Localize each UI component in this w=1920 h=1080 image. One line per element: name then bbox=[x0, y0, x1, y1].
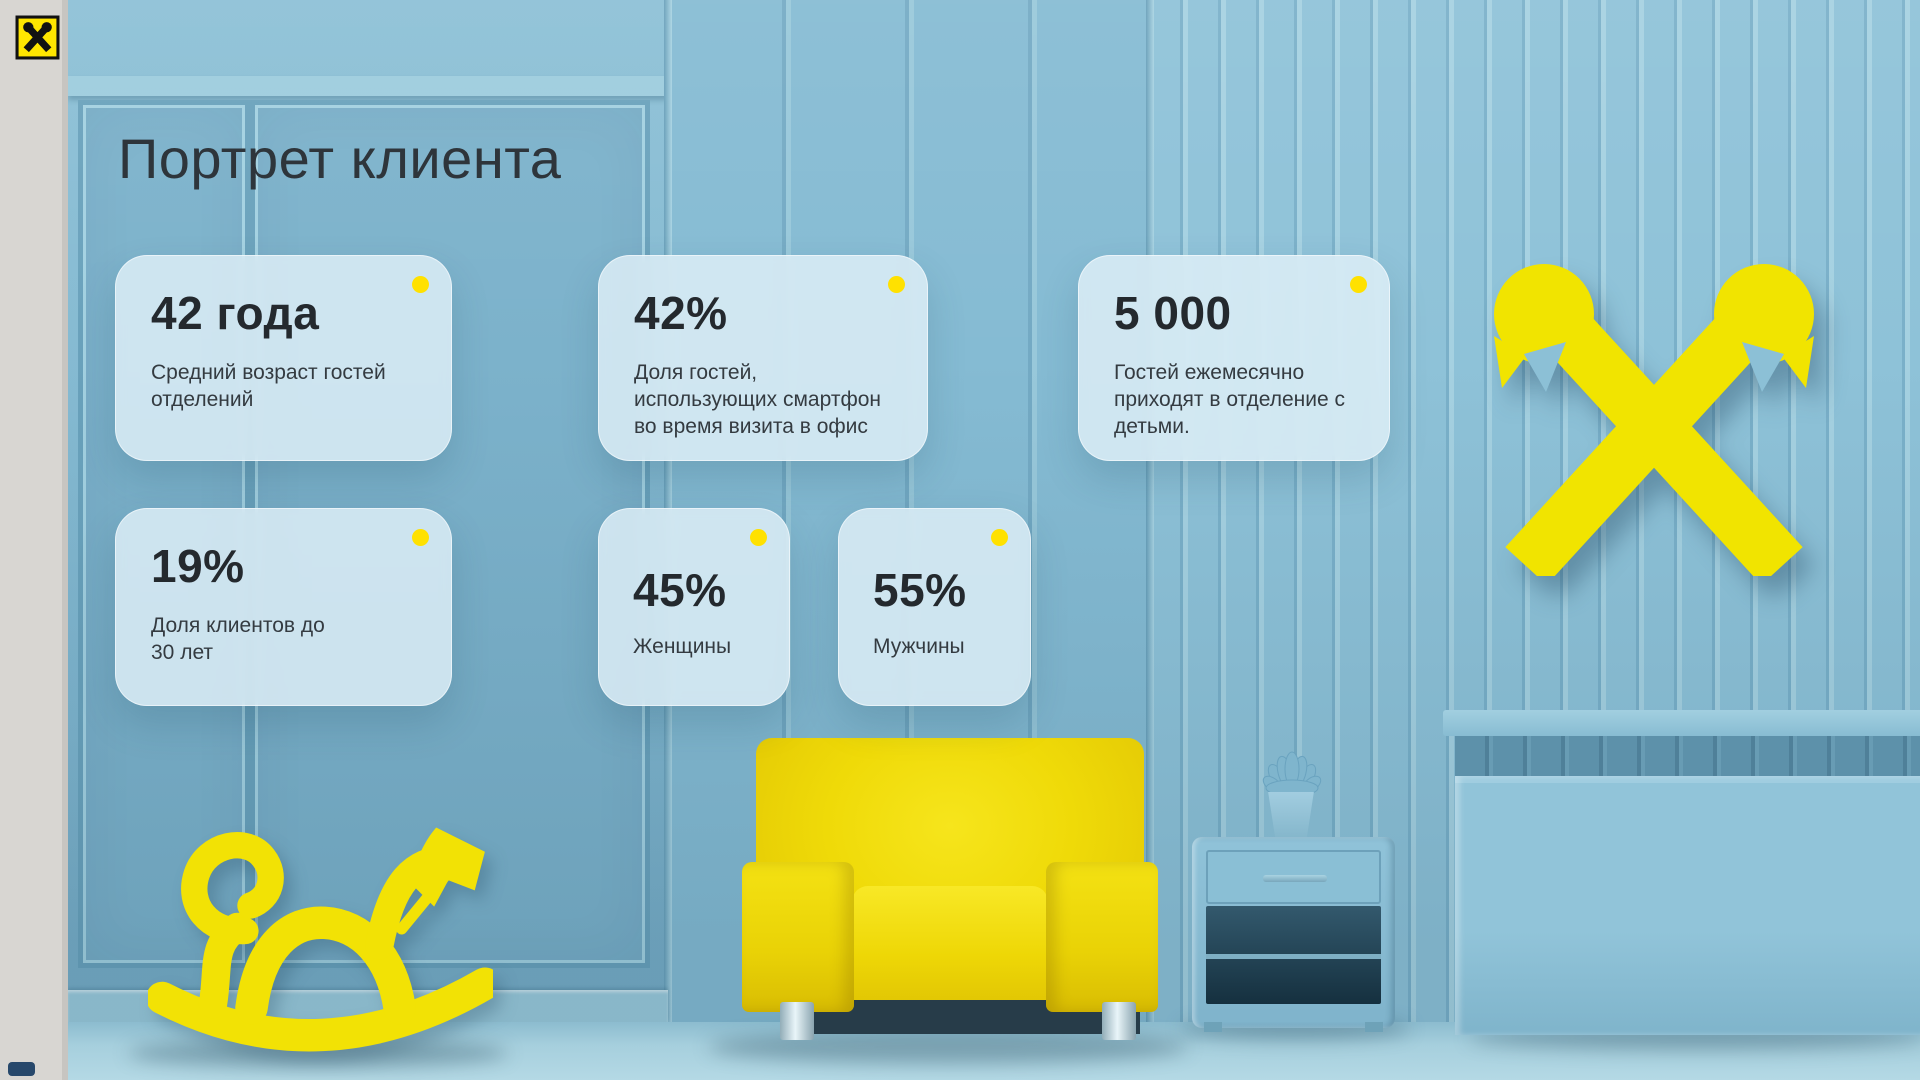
stat-value: 45% bbox=[633, 564, 727, 616]
rail-bottom-chip bbox=[8, 1062, 35, 1076]
stat-caption: Мужчины bbox=[873, 635, 965, 658]
nightstand bbox=[1192, 837, 1395, 1032]
stat-caption: Гостей ежемесячно приходят в отделение с… bbox=[1114, 361, 1345, 438]
wall-gable-cross-logo-icon bbox=[1468, 230, 1840, 585]
stat-caption: Средний возраст гостей отделений bbox=[151, 361, 386, 411]
stat-value: 42 года bbox=[151, 287, 320, 339]
armchair-leg bbox=[1102, 1002, 1136, 1040]
stat-value: 55% bbox=[873, 564, 967, 616]
rocking-horse-icon bbox=[145, 742, 502, 1057]
raiffeisen-gable-cross-icon[interactable] bbox=[15, 15, 60, 60]
card-accent-dot-icon bbox=[888, 276, 905, 293]
plant-icon bbox=[1256, 748, 1328, 798]
wall-corner-edge bbox=[1146, 0, 1154, 1022]
stat-caption: Доля клиентов до 30 лет bbox=[151, 614, 325, 664]
stat-card: 5 000 Гостей ежемесячно приходят в отдел… bbox=[1078, 255, 1390, 461]
console-cabinet bbox=[1455, 776, 1920, 1035]
nightstand-leg bbox=[1365, 1022, 1383, 1032]
card-accent-dot-icon bbox=[1350, 276, 1367, 293]
stat-card: 42% Доля гостей, использующих смартфон в… bbox=[598, 255, 928, 461]
nightstand-drawer bbox=[1206, 850, 1381, 904]
stat-value: 5 000 bbox=[1114, 287, 1232, 339]
wall-molding bbox=[68, 76, 668, 96]
slide-scene: Портрет клиента 42 года Средний возраст … bbox=[68, 0, 1920, 1080]
shelf-shadow-gap bbox=[1455, 736, 1920, 778]
stat-value: 42% bbox=[634, 287, 728, 339]
card-accent-dot-icon bbox=[991, 529, 1008, 546]
stat-card: 45% Женщины bbox=[598, 508, 790, 706]
slide-title: Портрет клиента bbox=[118, 127, 562, 190]
stat-caption: Женщины bbox=[633, 635, 732, 658]
armchair-leg bbox=[780, 1002, 814, 1040]
stat-value: 19% bbox=[151, 540, 245, 592]
stat-card: 19% Доля клиентов до 30 лет bbox=[115, 508, 452, 706]
stat-card: 55% Мужчины bbox=[838, 508, 1031, 706]
plant-pot bbox=[1268, 792, 1314, 839]
nightstand-shelf-board bbox=[1206, 954, 1381, 959]
card-accent-dot-icon bbox=[412, 529, 429, 546]
armchair-seat bbox=[852, 886, 1048, 1012]
stat-card: 42 года Средний возраст гостей отделений bbox=[115, 255, 452, 461]
armchair-arm bbox=[742, 862, 854, 1012]
stat-caption: Доля гостей, использующих смартфон во вр… bbox=[634, 361, 882, 438]
card-accent-dot-icon bbox=[412, 276, 429, 293]
nightstand-leg bbox=[1204, 1022, 1222, 1032]
nightstand-open-shelf bbox=[1206, 906, 1381, 1004]
armchair-arm bbox=[1046, 862, 1158, 1012]
window-side-rail bbox=[0, 0, 68, 1080]
card-accent-dot-icon bbox=[750, 529, 767, 546]
wall-shelf bbox=[1443, 710, 1920, 736]
drawer-handle bbox=[1263, 875, 1327, 882]
